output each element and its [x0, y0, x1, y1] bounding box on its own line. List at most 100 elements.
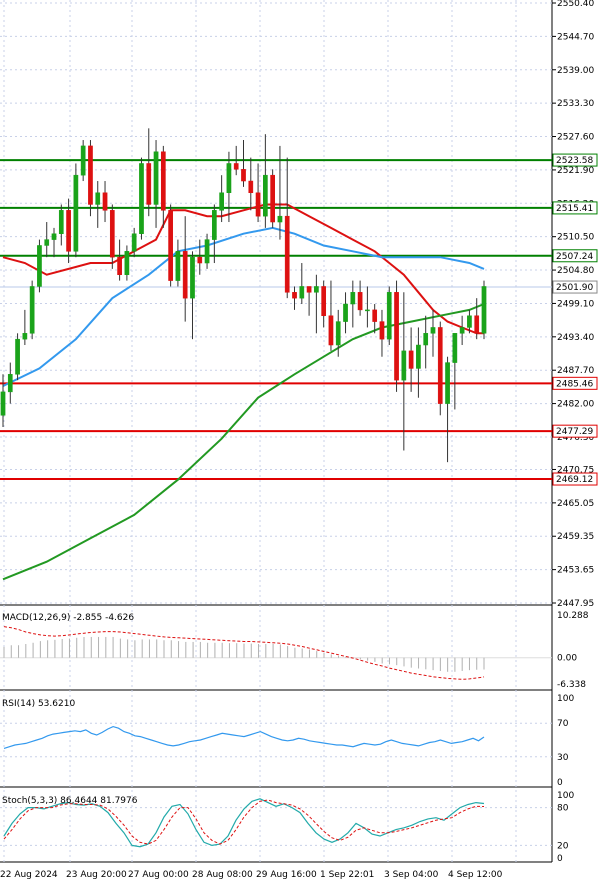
current-price-label: 2501.90 [556, 283, 593, 293]
candle-body [139, 163, 144, 234]
price-tick-label: 2504.80 [557, 266, 594, 276]
candle-body [467, 315, 472, 328]
moving-average-line [2, 303, 485, 581]
candle-body [197, 256, 203, 264]
x-tick-label: 29 Aug 16:00 [256, 870, 317, 880]
level-label-box [552, 376, 598, 390]
candle-body [408, 350, 414, 369]
candle-body [284, 215, 290, 293]
stoch-label: Stoch(5,3,3) 86.4644 81.7976 [2, 796, 138, 806]
macd-tick-label: 0.00 [557, 654, 577, 664]
price-panel [0, 128, 552, 581]
level-label-box [552, 201, 598, 215]
price-tick-label: 2470.75 [557, 465, 594, 475]
candle-body [80, 145, 86, 176]
price-tick-label: 2550.40 [557, 0, 594, 9]
x-tick-label: 27 Aug 00:00 [128, 870, 189, 880]
candle-body [37, 245, 42, 287]
stoch-tick-label: 20 [557, 841, 569, 851]
x-tick-label: 28 Aug 08:00 [192, 870, 253, 880]
stoch-tick-label: 100 [557, 791, 574, 801]
current-price-box [552, 280, 598, 294]
candle-body [204, 239, 210, 264]
candle-body [211, 210, 217, 240]
price-tick-label: 2465.05 [557, 499, 594, 509]
candle-body [365, 309, 370, 312]
candle-body [73, 174, 79, 252]
candle-body [328, 315, 334, 346]
candle-body [372, 309, 378, 322]
stoch-d-line [3, 799, 485, 845]
candle-body [357, 292, 363, 311]
candle-body [481, 286, 487, 334]
stoch-tick-label: 0 [557, 854, 563, 864]
rsi-label: RSI(14) 53.6210 [2, 699, 75, 709]
price-tick-label: 2510.50 [557, 233, 594, 243]
x-tick-label: 23 Aug 20:00 [66, 870, 127, 880]
price-tick-label: 2521.90 [557, 166, 594, 176]
candle-body [394, 292, 399, 381]
price-tick-label: 2476.30 [557, 433, 594, 443]
candle-body [248, 180, 254, 194]
candle-body [321, 286, 327, 316]
price-tick-label: 2453.65 [557, 566, 594, 576]
candle-body [255, 192, 261, 217]
candle-body [277, 215, 283, 223]
candle-body [7, 374, 13, 393]
candle-body [95, 192, 101, 205]
candle-body [175, 251, 181, 281]
price-tick-label: 2482.00 [557, 400, 594, 410]
level-label: 2485.46 [556, 379, 593, 389]
candle-body [401, 350, 407, 381]
candle-body [109, 210, 115, 258]
rsi-tick-label: 30 [557, 753, 569, 763]
candle-body [58, 210, 64, 234]
candle-body [102, 192, 108, 211]
rsi-tick-label: 100 [557, 694, 574, 704]
macd-tick-label: 10.288 [557, 611, 589, 621]
candle-body [190, 256, 195, 299]
level-label-box [552, 249, 598, 263]
stoch-panel [0, 798, 552, 848]
candle-body [263, 174, 268, 217]
candle-body [219, 192, 224, 211]
stoch-tick-label: 80 [557, 804, 569, 814]
macd-tick-label: -6.338 [557, 680, 586, 690]
candle-body [314, 286, 319, 293]
candle-body [160, 151, 166, 211]
rsi-tick-label: 70 [557, 719, 569, 729]
candle-body [350, 292, 356, 305]
price-tick-label: 2539.00 [557, 66, 594, 76]
candle-body [226, 163, 232, 194]
price-tick-label: 2527.60 [557, 133, 594, 143]
level-label-box [552, 424, 598, 438]
candle-body [459, 327, 465, 334]
level-label: 2469.12 [556, 475, 593, 485]
price-tick-label: 2499.10 [557, 299, 594, 309]
candle-body [88, 145, 93, 205]
candle-body [437, 327, 443, 404]
level-label: 2507.24 [556, 252, 593, 262]
candle-body [51, 233, 57, 240]
stoch-k-line [3, 798, 485, 848]
candle-body [379, 321, 385, 340]
price-tick-label: 2493.40 [557, 333, 594, 343]
candle-body [29, 286, 35, 334]
candle-body [343, 303, 348, 322]
price-tick-label: 2459.35 [557, 532, 594, 542]
candle-body [168, 210, 173, 281]
rsi-line [3, 725, 485, 749]
candle-body [416, 344, 421, 369]
level-label: 2523.58 [556, 156, 593, 166]
price-tick-label: 2447.95 [557, 599, 594, 609]
candle-body [386, 292, 392, 340]
candle-body [131, 233, 137, 252]
candle-body [117, 256, 122, 275]
candle-body [124, 251, 130, 275]
candle-body [0, 391, 6, 416]
candle-body [15, 338, 20, 375]
macd-panel [0, 626, 552, 680]
